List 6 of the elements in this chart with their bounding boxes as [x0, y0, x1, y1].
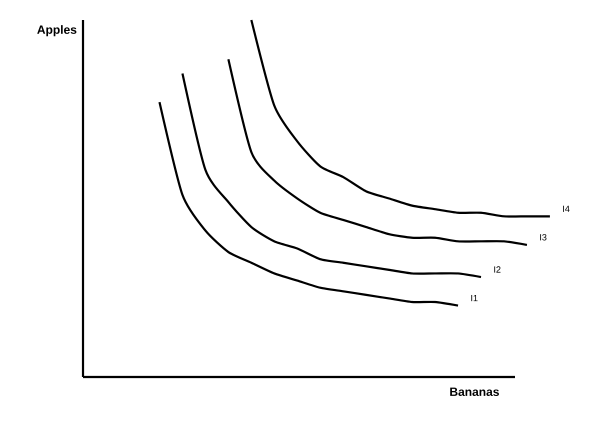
x-axis-title: Bananas: [450, 388, 499, 396]
series-label: I4: [563, 206, 570, 212]
series-label: I1: [471, 294, 478, 302]
series-label: I3: [540, 234, 546, 240]
series-label: I2: [494, 266, 500, 273]
text: Apples: [37, 25, 76, 36]
